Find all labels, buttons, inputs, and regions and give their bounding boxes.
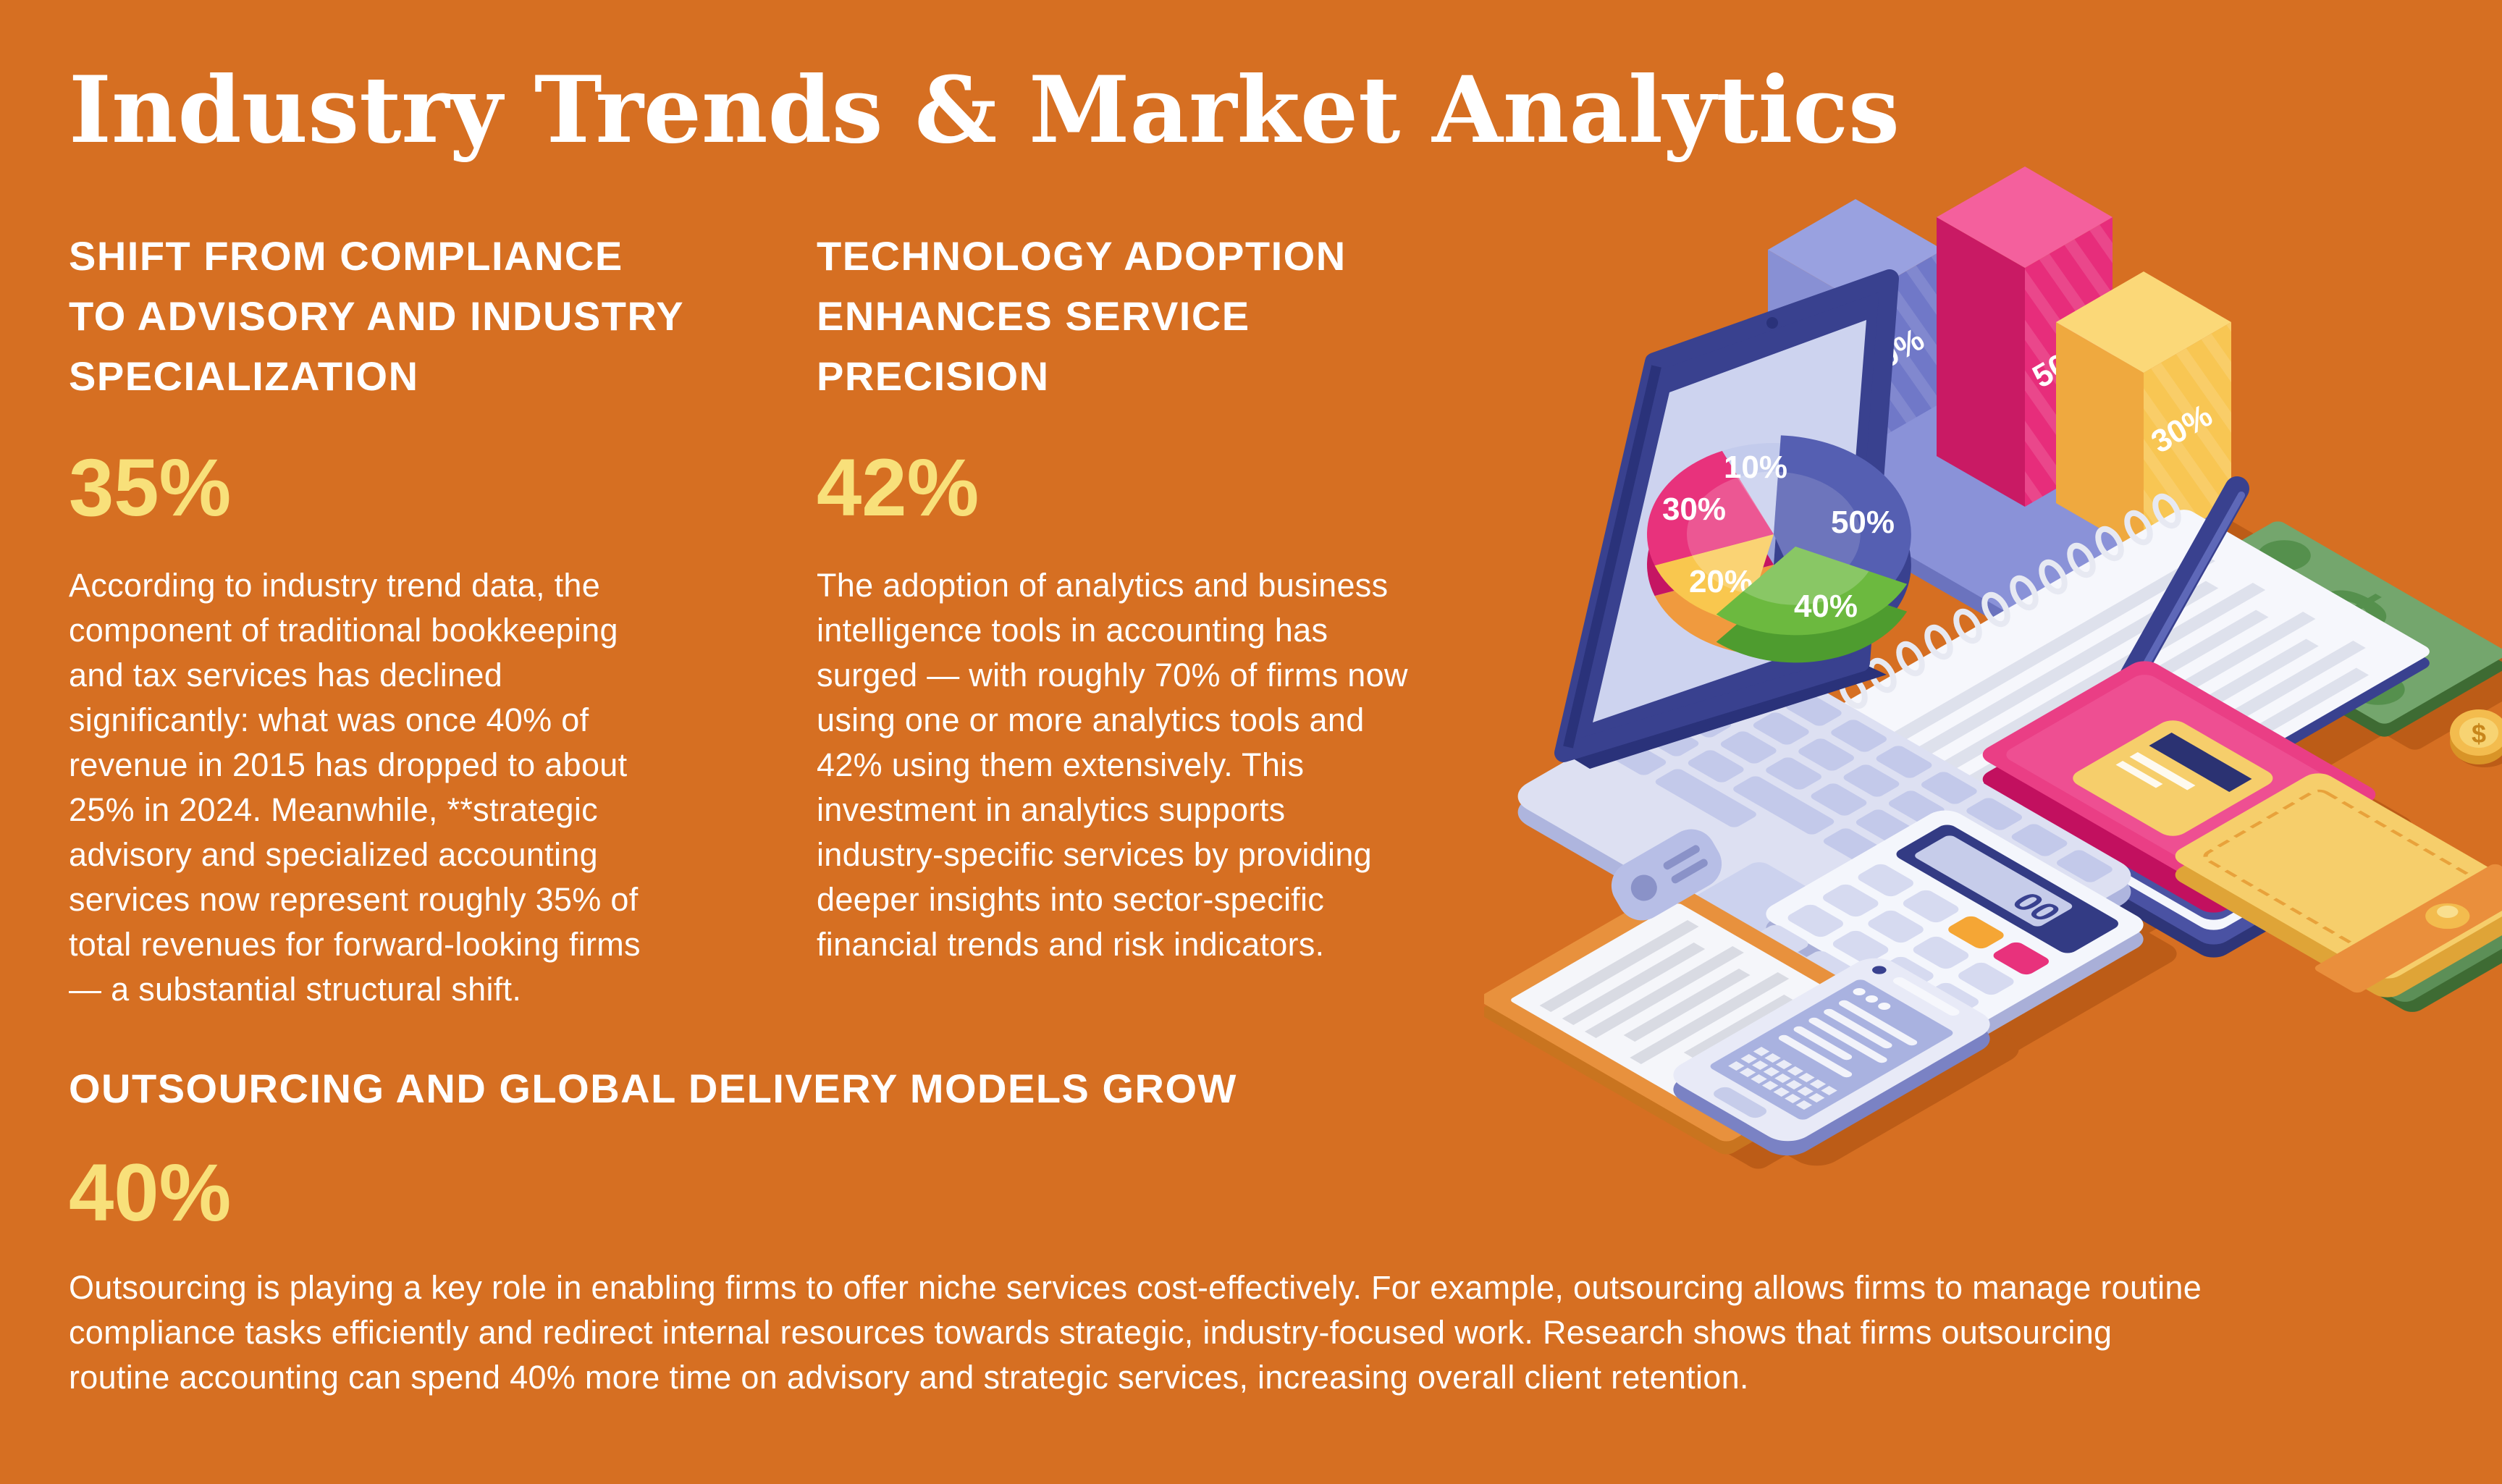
page-title: Industry Trends & Market Analytics [69, 56, 1900, 164]
section-body-outsourcing: Outsourcing is playing a key role in ena… [69, 1269, 2202, 1396]
section-heading-technology-adoption: TECHNOLOGY ADOPTION ENHANCES SERVICE PRE… [817, 233, 1347, 399]
section-body-compliance-shift: According to industry trend data, the co… [69, 567, 641, 1008]
pie-slice-40-exploded [1716, 547, 1908, 663]
section-heading-outsourcing: OUTSOURCING AND GLOBAL DELIVERY MODELS G… [69, 1066, 1237, 1111]
dollar-sign-on-coin: $ [2472, 719, 2486, 749]
pie-label-40: 40% [1794, 589, 1858, 624]
spiral-coils [1811, 493, 2181, 726]
phone-screen-lines [1778, 1000, 1918, 1078]
accounting-illustration: 20% 50% 30% $ [1484, 166, 2502, 1169]
pie-label-10: 10% [1724, 450, 1787, 485]
stat-42-percent: 42% [817, 442, 980, 533]
section-body-technology-adoption: The adoption of analytics and business i… [817, 567, 1408, 963]
section-heading-compliance-shift: SHIFT FROM COMPLIANCE TO ADVISORY AND IN… [69, 233, 685, 399]
paper-lines [1539, 920, 1841, 1078]
clipboard-clip [1611, 829, 1722, 921]
pie-chart-icon: 10% 50% 30% 20% 40% [1647, 435, 1911, 663]
webcam-dot [1766, 317, 1778, 329]
credit-card-label [2073, 720, 2273, 836]
stat-40-percent: 40% [69, 1147, 232, 1238]
stat-35-percent: 35% [69, 442, 232, 533]
wallet-icon [2175, 773, 2502, 1012]
coin-icon: $ [2450, 709, 2502, 764]
smartphone-icon [1673, 958, 1990, 1156]
pie-label-50: 50% [1831, 505, 1895, 540]
laptop-hinge [1564, 662, 1887, 769]
pie-label-30: 30% [1662, 492, 1726, 527]
